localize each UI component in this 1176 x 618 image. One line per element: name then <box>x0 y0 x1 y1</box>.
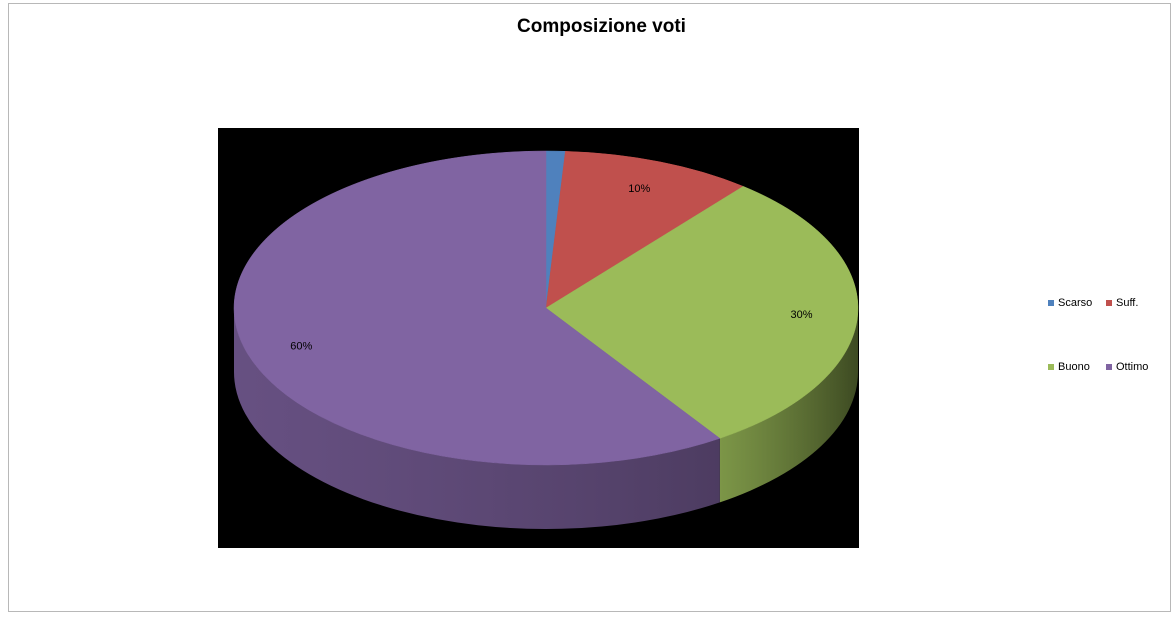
legend-swatch <box>1048 300 1054 306</box>
legend-label: Buono <box>1058 361 1090 373</box>
pie-chart: 10% 30% 60% <box>233 150 859 529</box>
legend-swatch <box>1048 364 1054 370</box>
data-label-ottimo: 60% <box>290 340 312 352</box>
legend-label: Suff. <box>1116 297 1139 309</box>
legend-label: Scarso <box>1058 297 1093 309</box>
pie-slice-buono <box>545 186 859 439</box>
pie-slice-ottimo <box>233 150 721 466</box>
legend-item-buono: Buono <box>1048 361 1090 373</box>
legend-swatch <box>1106 300 1112 306</box>
pie-slice-suff <box>545 151 744 309</box>
legend-label: Ottimo <box>1116 361 1149 373</box>
data-label-buono: 30% <box>791 309 813 321</box>
data-label-suff: 10% <box>628 183 650 195</box>
plot-area: 10% 30% 60% <box>218 128 859 548</box>
chart-title: Composizione voti <box>517 16 686 37</box>
pie-side-buono <box>719 308 858 503</box>
legend-item-ottimo: Ottimo <box>1106 361 1148 373</box>
legend-item-suff: Suff. <box>1106 297 1138 309</box>
legend-swatch <box>1106 364 1112 370</box>
pie-side-ottimo <box>234 308 720 529</box>
legend-item-scarso: Scarso <box>1048 297 1092 309</box>
